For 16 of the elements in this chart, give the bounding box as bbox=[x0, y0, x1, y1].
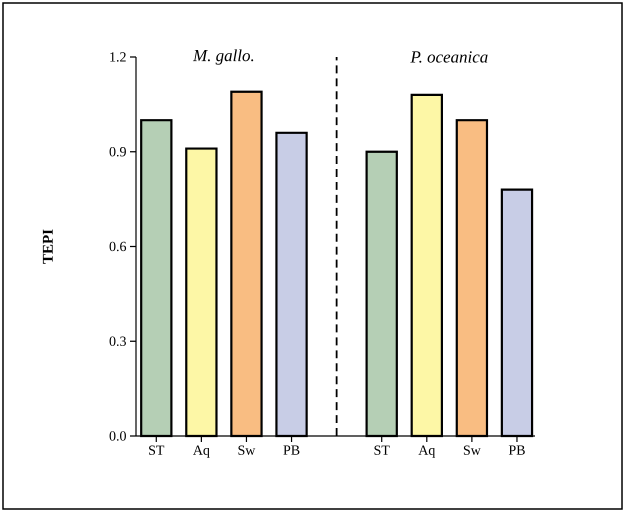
x-tick-label: PB bbox=[283, 446, 300, 455]
x-tick-label: PB bbox=[508, 446, 525, 455]
x-tick-label: Aq bbox=[418, 446, 436, 458]
x-tick-label: ST bbox=[149, 446, 164, 455]
x-tick-label: Aq bbox=[192, 446, 210, 458]
y-tick-label: 0.3 bbox=[110, 336, 126, 346]
y-tick-label: 0.6 bbox=[110, 242, 126, 252]
x-tick-label: ST bbox=[374, 446, 390, 455]
x-tick-label: Sw bbox=[464, 446, 481, 455]
y-axis-title: TEPI bbox=[42, 230, 53, 264]
annotation: M. gallo. bbox=[192, 49, 254, 65]
x-tick-label: Sw bbox=[238, 446, 256, 455]
y-tick-label: 0.0 bbox=[110, 431, 126, 441]
annotation: P. oceanica bbox=[410, 51, 488, 63]
y-tick-label: 1.2 bbox=[110, 52, 126, 62]
y-tick-label: 0.9 bbox=[110, 147, 126, 156]
